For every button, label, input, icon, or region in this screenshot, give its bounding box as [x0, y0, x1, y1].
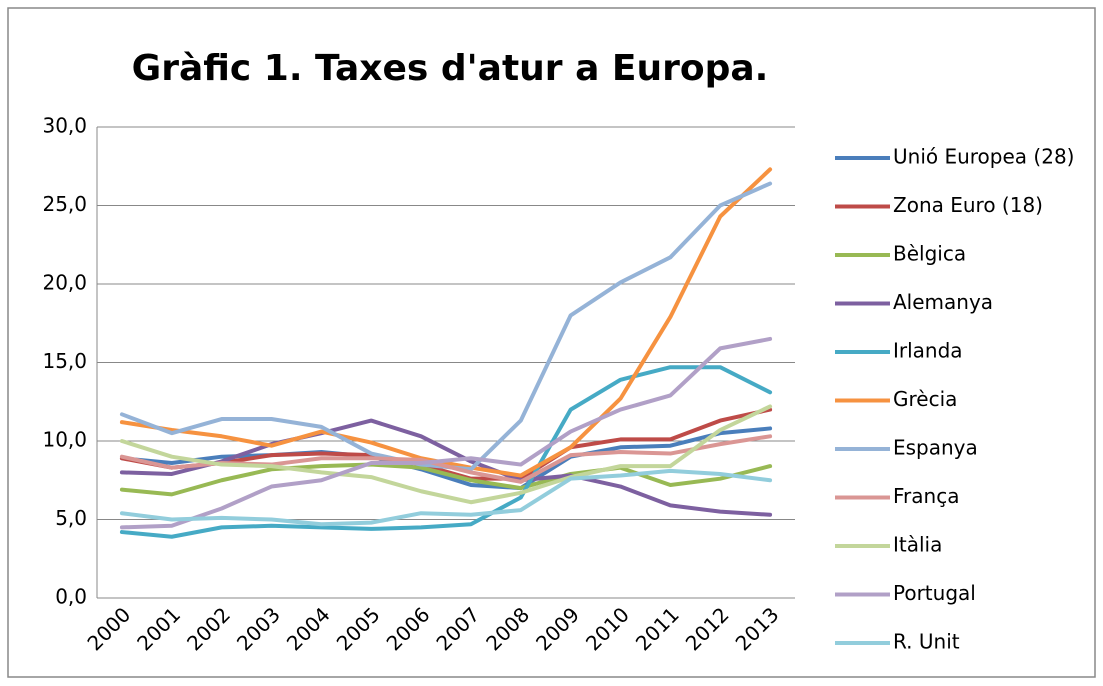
line-series	[119, 336, 773, 530]
legend-label: Grècia	[893, 387, 957, 411]
legend-label: Itàlia	[893, 533, 942, 557]
line-series	[119, 468, 773, 527]
legend-label: Espanya	[893, 436, 978, 460]
legend-label: Zona Euro (18)	[893, 193, 1043, 217]
line-series	[119, 418, 773, 517]
legend-label: Bèlgica	[893, 242, 966, 266]
legend-label: Portugal	[893, 581, 976, 605]
line-series	[119, 167, 773, 478]
line-series	[119, 404, 773, 505]
legend-label: Alemanya	[893, 290, 993, 314]
y-tick-label: 30,0	[42, 114, 87, 138]
y-tick-label: 15,0	[42, 349, 87, 373]
chart-title: Gràfic 1. Taxes d'atur a Europa.	[132, 48, 769, 89]
legend-label: Irlanda	[893, 339, 963, 363]
line-series	[119, 462, 773, 497]
chart-frame	[7, 7, 1096, 678]
y-tick-label: 5,0	[55, 506, 87, 530]
legend-label: Unió Europea (28)	[893, 145, 1074, 169]
y-tick-label: 25,0	[42, 192, 87, 216]
y-tick-label: 0,0	[55, 585, 87, 609]
legend-label: R. Unit	[893, 630, 960, 654]
y-tick-label: 10,0	[42, 428, 87, 452]
legend-label: França	[893, 484, 959, 508]
line-series	[119, 365, 773, 539]
y-tick-label: 20,0	[42, 271, 87, 295]
